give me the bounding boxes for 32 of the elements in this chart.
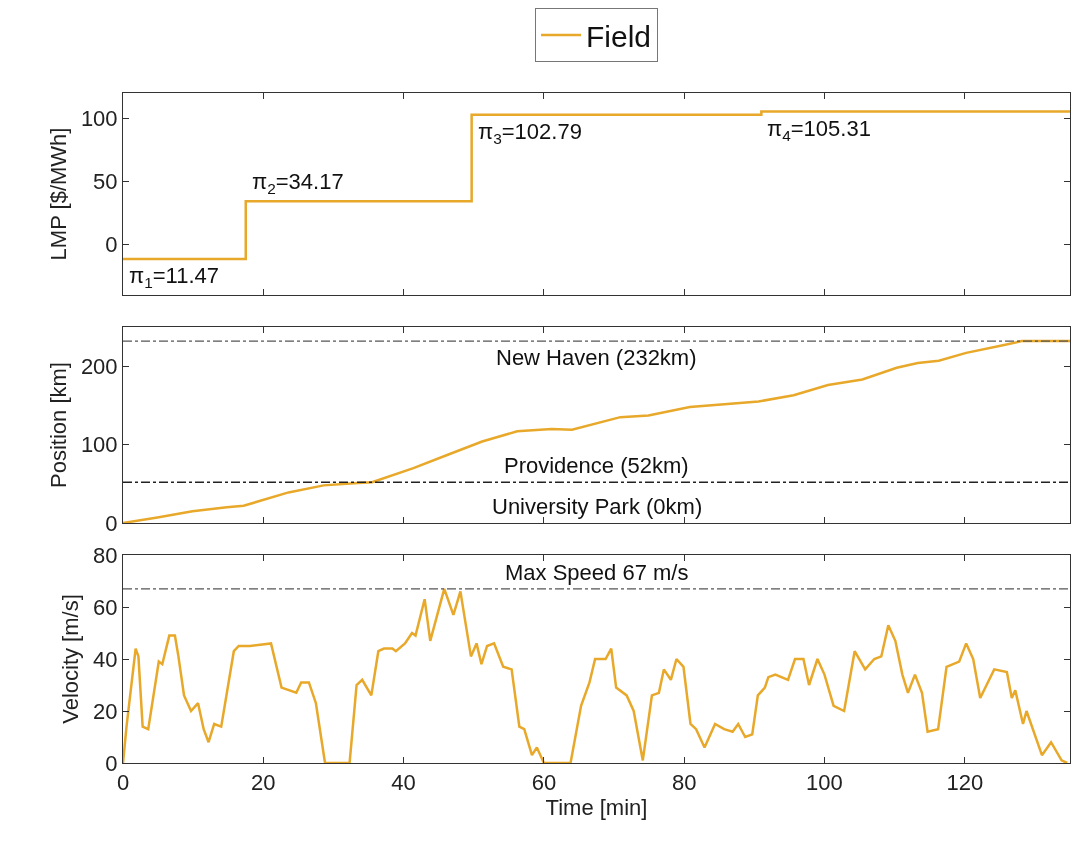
y-tick-label: 0 [105, 510, 118, 536]
y-tick-label: 0 [105, 232, 118, 258]
y-axis-title: LMP [$/MWh] [45, 127, 71, 261]
y-tick-label: 40 [93, 646, 118, 672]
y-tick-label: 0 [105, 750, 118, 776]
line-series [123, 587, 1069, 763]
annotation: University Park (0km) [492, 494, 703, 519]
y-tick-label: 50 [93, 169, 118, 195]
y-tick-label: 100 [80, 105, 118, 131]
x-tick-label: 20 [251, 770, 276, 796]
annotation: π$_{4}$=105.31 [767, 116, 871, 144]
y-tick-label: 20 [93, 698, 118, 724]
y-axis-title: Velocity [m/s] [57, 594, 83, 724]
y-tick-label: 200 [80, 353, 118, 379]
x-tick-label: 100 [806, 770, 843, 796]
line-series [123, 339, 1070, 523]
x-tick-label: 60 [531, 770, 557, 796]
annotation: π$_{2}$=34.17 [252, 169, 344, 197]
x-tick-label: 120 [946, 770, 984, 796]
annotation: π$_{1}$=11.47 [129, 263, 220, 291]
ref-line-label: New Haven (232km) [496, 345, 697, 370]
y-tick-label: 100 [80, 432, 118, 458]
annotation: π$_{3}$=102.79 [478, 119, 582, 147]
x-axis-title: Time [min] [545, 795, 648, 821]
x-tick-label: 40 [391, 770, 416, 796]
ref-line-label: Providence (52km) [504, 453, 689, 478]
y-tick-label: 60 [93, 594, 118, 620]
y-axis-title: Position [km] [45, 362, 71, 488]
legend-label: Field [586, 19, 652, 53]
x-tick-label: 80 [671, 770, 697, 796]
ref-line-label: Max Speed 67 m/s [505, 560, 689, 585]
y-tick-label: 80 [93, 542, 118, 568]
